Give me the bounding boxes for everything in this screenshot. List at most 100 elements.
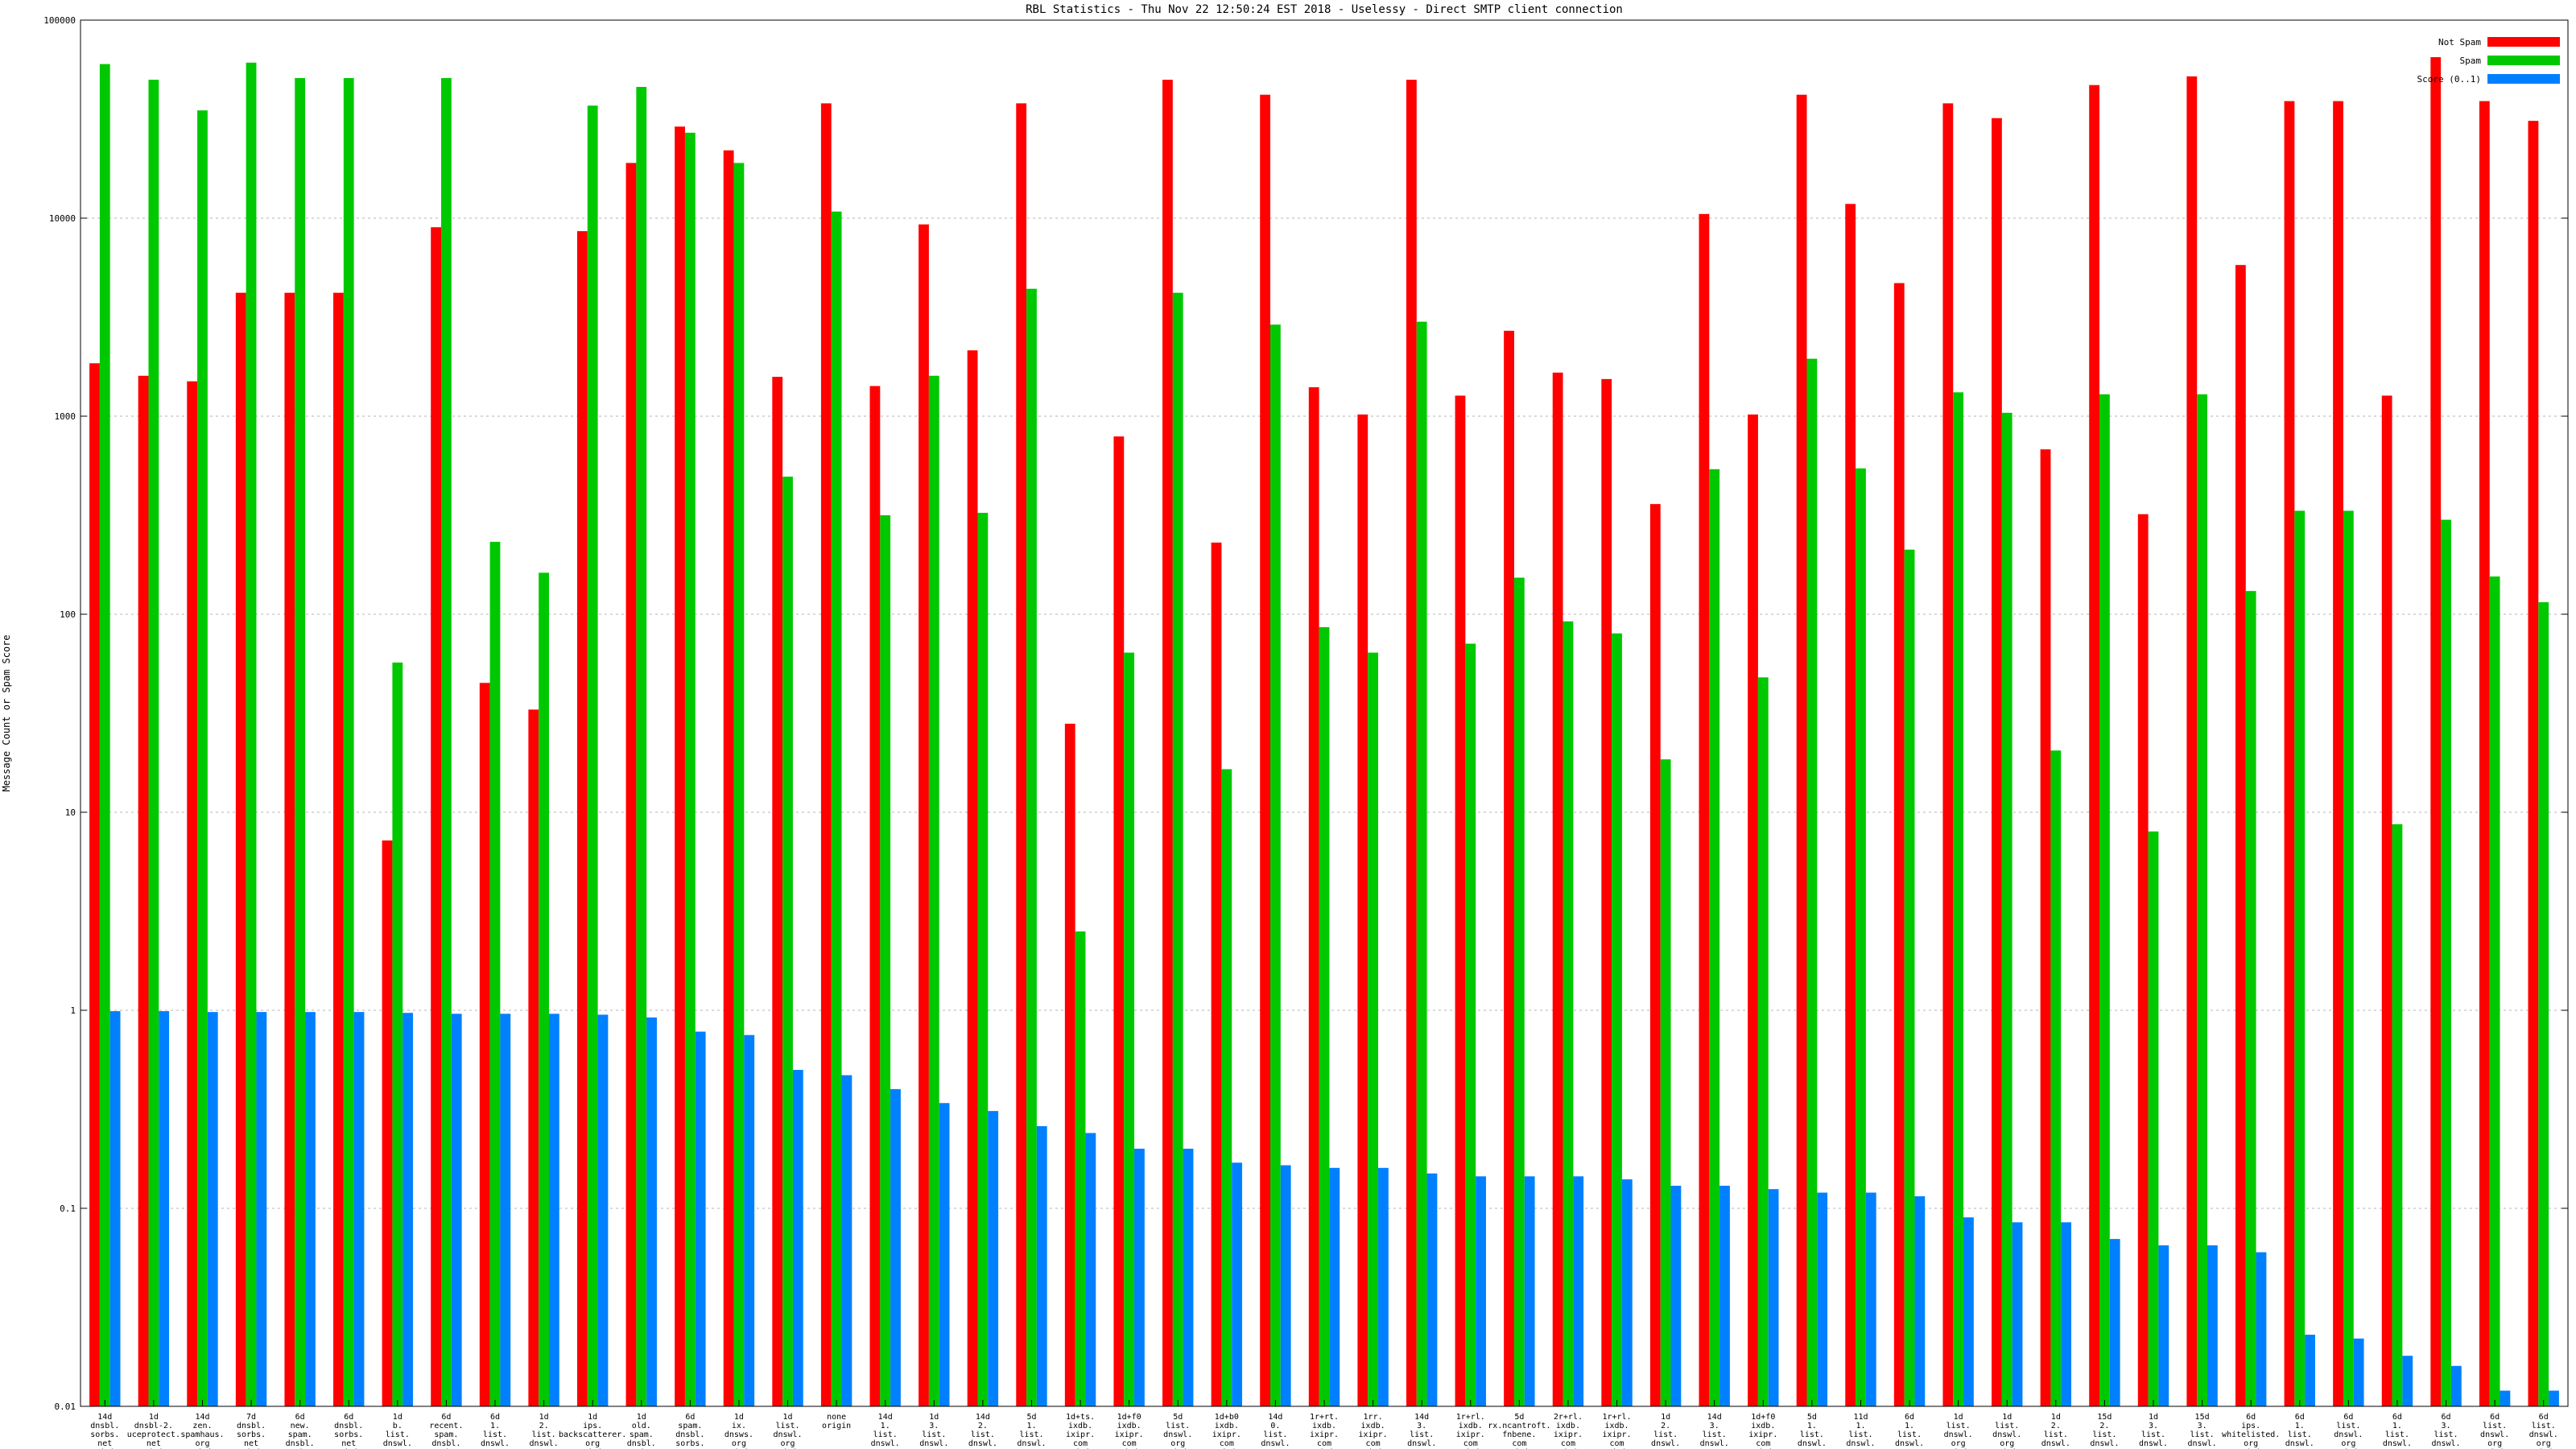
bar (1064, 723, 1075, 1406)
bar (187, 381, 198, 1407)
bar (1016, 103, 1027, 1406)
x-tick-label: list. (1166, 1422, 1190, 1430)
bar (625, 163, 637, 1406)
x-tick-label: dnswl. (2529, 1430, 2558, 1439)
bar (353, 1012, 365, 1406)
x-tick-label: ixdb. (1556, 1422, 1580, 1430)
bar (792, 1070, 803, 1406)
x-tick-label: whitelisted. (2222, 1430, 2280, 1439)
bar (2137, 514, 2149, 1406)
x-tick-label: 1r+rl. (1456, 1413, 1485, 1422)
bar (1914, 1196, 1926, 1406)
bar (1455, 395, 1466, 1406)
x-tick-label: com (1220, 1439, 1234, 1448)
x-tick-label: dnswl. (2431, 1439, 2460, 1448)
bar (1621, 1179, 1633, 1406)
x-tick-label: 1d (149, 1413, 159, 1422)
x-tick-label: list. (775, 1422, 799, 1430)
bar (489, 542, 501, 1406)
bar (2343, 510, 2354, 1406)
bar (919, 224, 929, 1407)
bar (646, 1017, 657, 1406)
x-tick-label: com (1317, 1439, 1331, 1448)
bar (2353, 1338, 2364, 1406)
x-tick-label: 1d (539, 1413, 549, 1422)
y-tick-label: 0.1 (60, 1203, 76, 1214)
bar (2207, 1245, 2218, 1406)
bar (2500, 1390, 2511, 1406)
x-tick-label: 6d (2490, 1413, 2500, 1422)
x-tick-label: 1. (1905, 1422, 1914, 1430)
x-tick-label: dnswl. (1895, 1439, 1924, 1448)
bar (1865, 1192, 1876, 1406)
x-tick-label: ixdb. (1215, 1422, 1239, 1430)
bar (528, 709, 539, 1406)
bar (2392, 824, 2403, 1406)
x-tick-label: 3. (929, 1422, 939, 1430)
x-tick-label: 1d (2051, 1413, 2061, 1422)
x-tick-label: 3. (2442, 1422, 2451, 1430)
x-tick-label: 6d (685, 1413, 695, 1422)
bar (1953, 392, 1964, 1406)
x-tick-label: spamhaus. (180, 1430, 224, 1439)
x-tick-label: sorbs. (237, 1430, 266, 1439)
bar (109, 1011, 121, 1406)
bar (539, 572, 549, 1407)
y-tick-label: 1000 (55, 411, 76, 422)
bar (1270, 324, 1281, 1406)
bar (1806, 358, 1818, 1406)
bar (587, 105, 598, 1406)
bar (99, 64, 110, 1406)
bar (2528, 121, 2539, 1407)
x-tick-label: net (244, 1439, 258, 1448)
bar (392, 663, 403, 1406)
y-axis-ticks: 0.01 0.1 1 10 100 1000 10000 100000 (43, 15, 2568, 1412)
x-tick-label: dnsws. (724, 1430, 753, 1439)
x-tick-label: dnswl. (1992, 1430, 2021, 1439)
x-tick-label: ixdb. (1751, 1422, 1775, 1430)
x-tick-label: 3. (2149, 1422, 2158, 1430)
x-tick-label: 11d (1853, 1413, 1868, 1422)
bar (2333, 101, 2343, 1406)
x-tick-label: 14d (195, 1413, 209, 1422)
x-tick-label: 1d+f0 (1117, 1413, 1141, 1422)
x-tick-label: rx.ncantroft. (1488, 1422, 1550, 1430)
bar (1601, 378, 1612, 1407)
bar (2381, 395, 2392, 1406)
x-tick-label: net (147, 1439, 161, 1448)
bar (451, 1013, 462, 1406)
x-tick-label: 2. (539, 1422, 549, 1430)
x-tick-label: list. (532, 1430, 556, 1439)
x-tick-label: fnbene. (1502, 1430, 1536, 1439)
x-tick-label: 6d (1905, 1413, 1914, 1422)
x-tick-label: list. (2385, 1430, 2409, 1439)
x-tick-label: dnswl. (2139, 1439, 2168, 1448)
x-tick-label: com (1561, 1439, 1575, 1448)
legend-label: Score (0..1) (2417, 74, 2481, 85)
x-tick-label: 6d (2343, 1413, 2353, 1422)
bar (246, 62, 257, 1407)
bar (841, 1075, 852, 1406)
x-tick-label: list. (2141, 1430, 2165, 1439)
x-tick-label: dnswl. (871, 1439, 900, 1448)
x-tick-label: 1d+ts. (1066, 1413, 1095, 1422)
x-tick-label: 1d+b0 (1215, 1413, 1239, 1422)
x-tick-label: org (2244, 1439, 2258, 1448)
bar (977, 513, 989, 1407)
bar (235, 292, 246, 1406)
bar (1504, 330, 1514, 1406)
y-tick-label: 10 (65, 807, 76, 818)
x-tick-label: old. (632, 1422, 651, 1430)
bar (1026, 288, 1037, 1406)
bar (744, 1034, 755, 1406)
bar (207, 1012, 218, 1406)
bar (1308, 387, 1319, 1406)
x-tick-label: 15d (2195, 1413, 2210, 1422)
x-tick-label: ixdb. (1117, 1422, 1141, 1430)
x-tick-label: dnswl. (1261, 1439, 1290, 1448)
x-tick-label: 2. (978, 1422, 988, 1430)
x-tick-label: list. (2434, 1430, 2458, 1439)
x-tick-label: spam. (434, 1430, 458, 1439)
x-tick-label: list. (2532, 1422, 2556, 1430)
y-tick-label: 100000 (43, 15, 76, 26)
